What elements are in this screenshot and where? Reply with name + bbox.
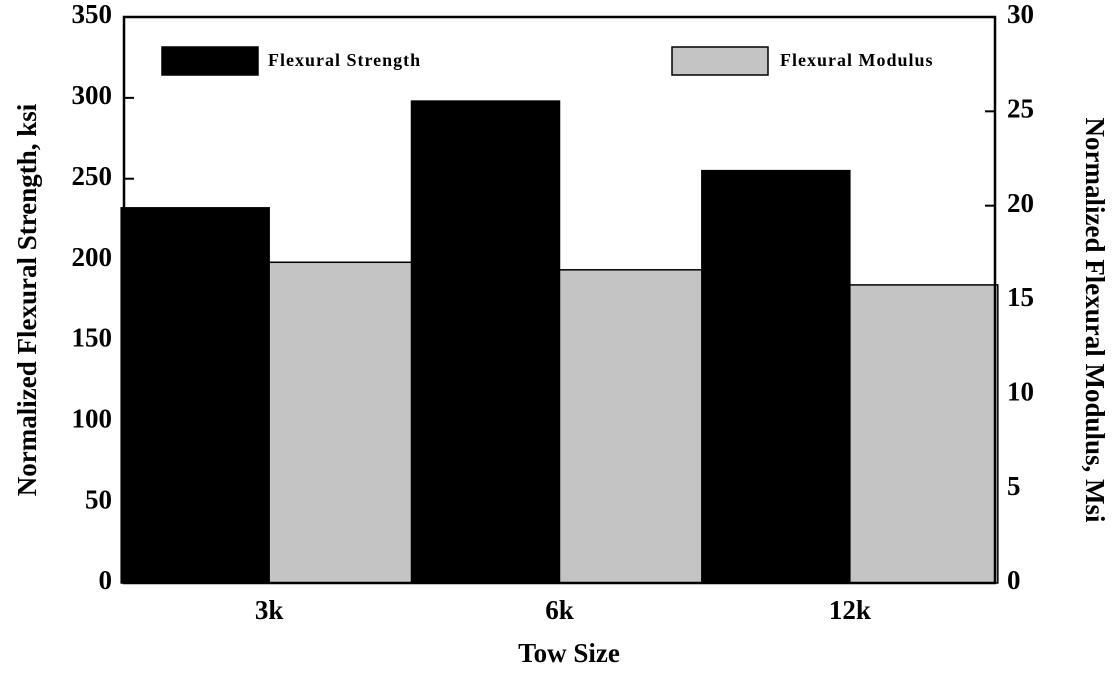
y2-tick-label: 30 [1007, 0, 1034, 29]
y2-axis-label: Normalized Flexural Modulus, Msi [1080, 118, 1110, 523]
x-tick-label: 6k [545, 595, 574, 625]
legend-swatch [161, 46, 259, 76]
bar [120, 207, 270, 584]
x-tick-label: 3k [255, 595, 284, 625]
y-tick-label: 350 [72, 0, 113, 29]
y-axis-label: Normalized Flexural Strength, ksi [12, 103, 42, 496]
legend-label: Flexural Strength [268, 50, 421, 70]
y2-tick-label: 20 [1007, 188, 1034, 218]
bar [558, 269, 709, 584]
legend-swatch [671, 46, 769, 76]
y-tick-label: 300 [72, 80, 113, 110]
y2-tick-label: 5 [1007, 471, 1021, 501]
y-tick-label: 250 [72, 161, 113, 191]
bar [701, 169, 851, 584]
bar [268, 261, 418, 584]
y2-tick-label: 15 [1007, 282, 1034, 312]
x-tick-label: 12k [829, 595, 871, 625]
bar [849, 284, 999, 584]
x-axis-label: Tow Size [518, 638, 620, 668]
bar [410, 100, 561, 584]
plot-frame [122, 15, 997, 585]
y-tick-label: 50 [85, 484, 112, 514]
legend-label: Flexural Modulus [780, 50, 934, 70]
y2-tick-label: 25 [1007, 94, 1034, 124]
y2-tick-label: 10 [1007, 377, 1034, 407]
y-tick-label: 100 [72, 403, 113, 433]
y-tick-label: 150 [72, 323, 113, 353]
y-tick-label: 0 [99, 565, 113, 595]
y-tick-label: 200 [72, 242, 113, 272]
y2-tick-label: 0 [1007, 565, 1021, 595]
